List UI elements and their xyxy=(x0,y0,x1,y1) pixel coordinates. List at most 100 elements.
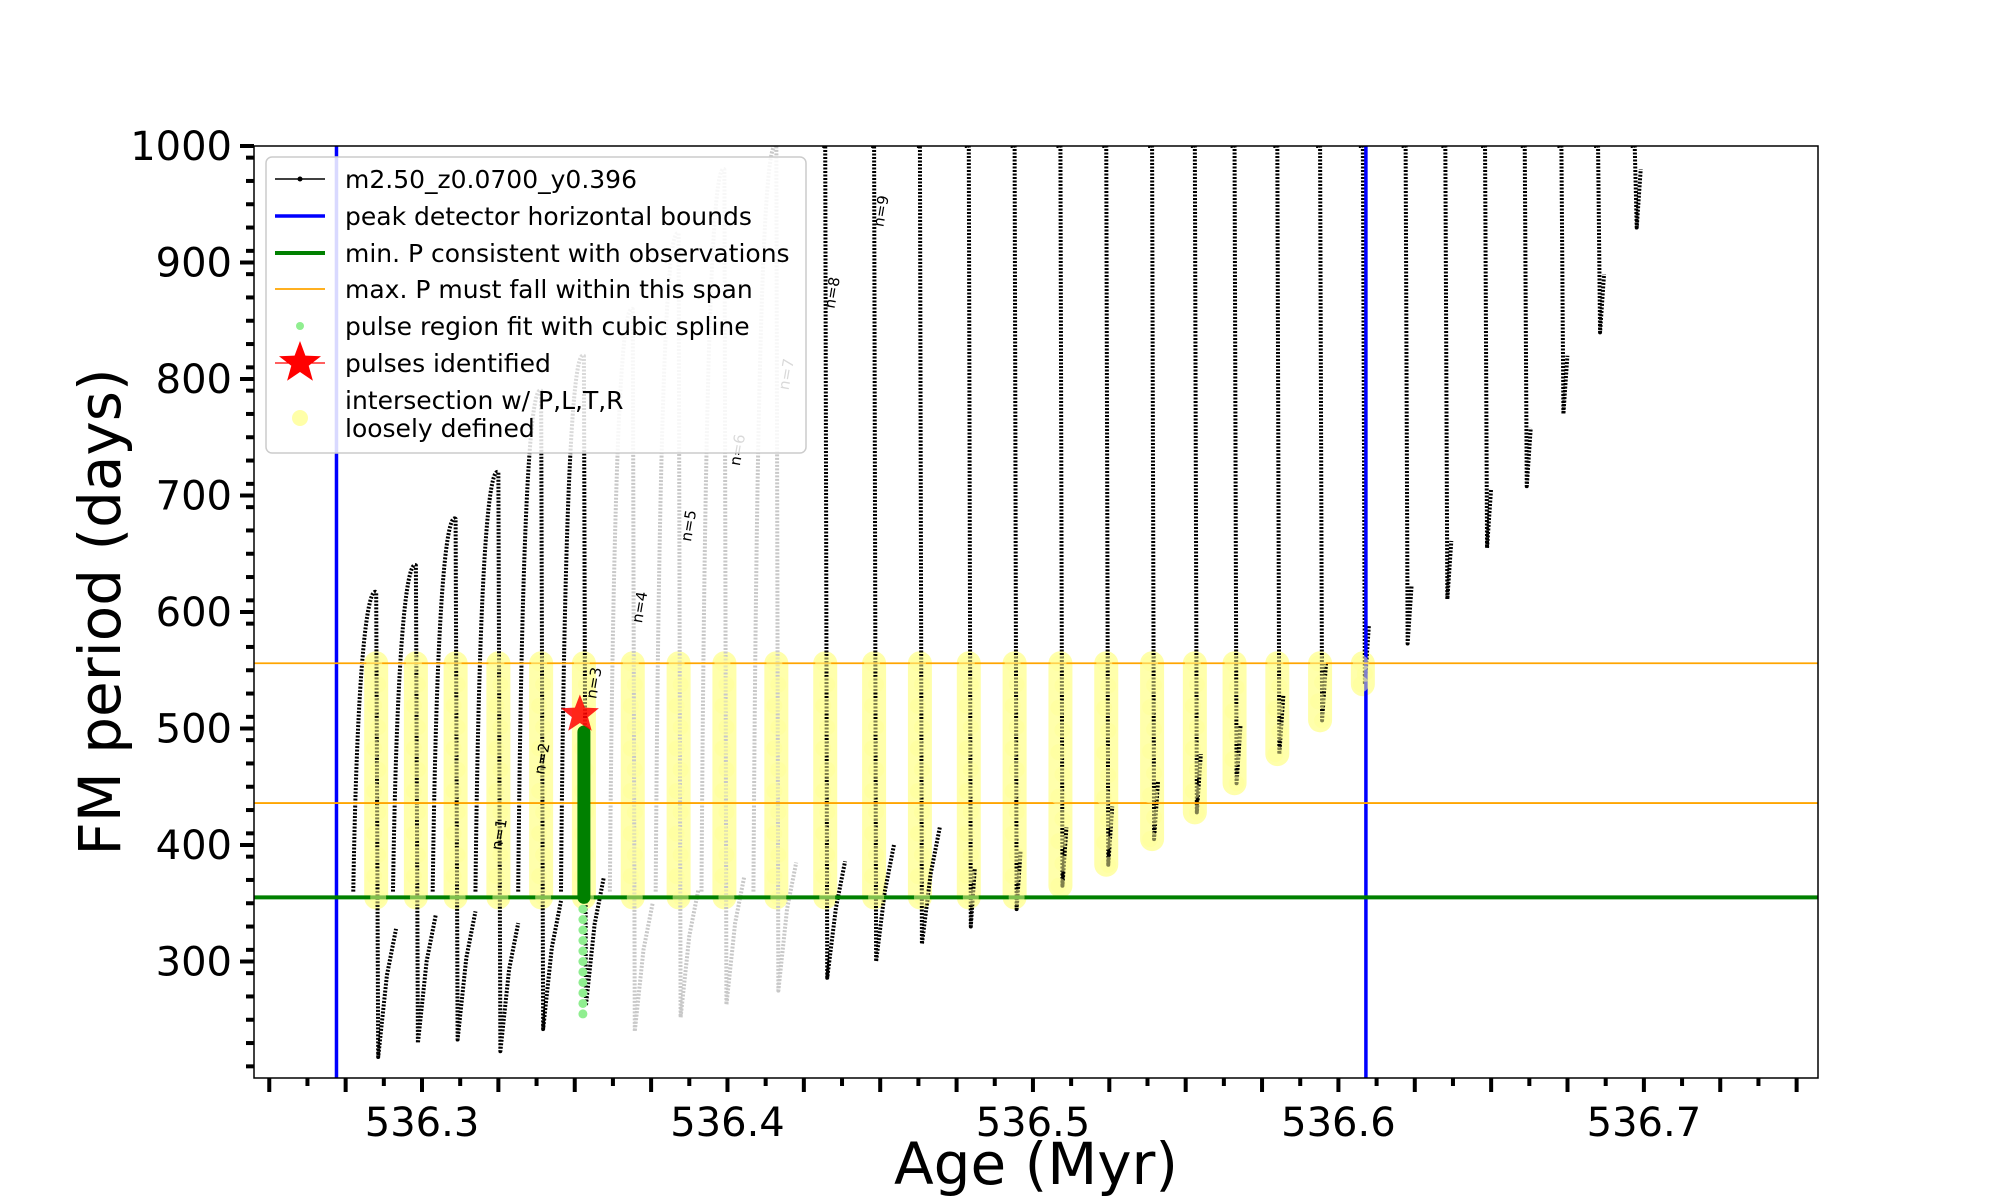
intersection-marker xyxy=(913,676,930,693)
intersection-marker xyxy=(492,719,509,736)
intersection-marker xyxy=(1188,804,1205,821)
intersection-marker xyxy=(909,697,926,714)
intersection-marker xyxy=(531,782,548,799)
intersection-marker xyxy=(1008,846,1025,863)
legend-entry-min-period: min. P consistent with observations xyxy=(275,239,790,268)
intersection-marker xyxy=(1096,744,1113,761)
spline-point xyxy=(578,998,588,1008)
legend-entry-spline: pulse region fit with cubic spline xyxy=(296,312,750,341)
intersection-marker xyxy=(868,846,885,863)
intersection-marker xyxy=(535,719,552,736)
y-axis-label: FM period (days) xyxy=(66,368,134,855)
intersection-marker xyxy=(766,740,783,757)
intersection-marker xyxy=(445,655,462,672)
intersection-marker xyxy=(668,825,685,842)
intersection-marker xyxy=(622,782,639,799)
intersection-marker xyxy=(626,846,643,863)
legend-label-min-period: min. P consistent with observations xyxy=(345,239,790,268)
intersection-marker xyxy=(1004,868,1021,885)
intersection-marker xyxy=(1224,703,1241,720)
intersection-marker xyxy=(531,697,548,714)
intersection-marker xyxy=(409,719,426,736)
intersection-marker xyxy=(815,655,832,672)
intersection-marker xyxy=(913,889,930,906)
intersection-marker xyxy=(1271,723,1288,740)
intersection-marker xyxy=(449,676,466,693)
pulse-curve xyxy=(1557,146,1570,416)
intersection-marker xyxy=(714,697,731,714)
x-axis-label: Age (Myr) xyxy=(894,1130,1178,1198)
intersection-marker xyxy=(626,889,643,906)
intersection-marker xyxy=(370,676,387,693)
pulse-curve xyxy=(1401,146,1414,646)
intersection-marker xyxy=(1142,743,1159,760)
intersection-marker xyxy=(668,740,685,757)
intersection-marker xyxy=(1142,787,1159,804)
intersection-marker xyxy=(714,825,731,842)
intersection-marker xyxy=(815,868,832,885)
intersection-marker xyxy=(1184,697,1201,714)
pulse-number-label: n=2 xyxy=(530,742,553,776)
legend-label-bounds: peak detector horizontal bounds xyxy=(345,202,752,231)
intersection-marker xyxy=(1004,697,1021,714)
intersection-marker xyxy=(1267,746,1284,763)
x-tick-label: 536.6 xyxy=(1281,1100,1396,1146)
intersection-marker xyxy=(1184,783,1201,800)
intersection-marker xyxy=(668,782,685,799)
intersection-marker xyxy=(622,868,639,885)
intersection-marker xyxy=(1008,804,1025,821)
intersection-marker xyxy=(913,719,930,736)
intersection-marker xyxy=(958,697,975,714)
intersection-marker xyxy=(672,719,689,736)
intersection-marker xyxy=(766,868,783,885)
y-tick-label: 600 xyxy=(156,590,232,636)
intersection-marker xyxy=(409,889,426,906)
pulse-number-label: n=1 xyxy=(488,817,511,851)
intersection-marker xyxy=(766,782,783,799)
pulse-number-label: n=9 xyxy=(869,194,892,228)
intersection-marker xyxy=(622,740,639,757)
intersection-marker xyxy=(962,676,979,693)
intersection-marker xyxy=(409,804,426,821)
intersection-marker xyxy=(1142,831,1159,848)
intersection-marker xyxy=(1008,719,1025,736)
intersection-marker xyxy=(622,825,639,842)
intersection-marker xyxy=(909,782,926,799)
intersection-marker xyxy=(1352,676,1369,693)
intersection-marker xyxy=(864,868,881,885)
intersection-marker xyxy=(714,740,731,757)
intersection-marker xyxy=(1146,721,1163,738)
intersection-marker xyxy=(449,846,466,863)
intersection-marker xyxy=(492,889,509,906)
intersection-marker xyxy=(766,697,783,714)
intersection-marker xyxy=(770,676,787,693)
intersection-marker xyxy=(962,761,979,778)
intersection-marker xyxy=(1054,677,1071,694)
intersection-marker xyxy=(1054,766,1071,783)
intersection-marker xyxy=(1224,751,1241,768)
intersection-marker xyxy=(1224,655,1241,672)
intersection-marker xyxy=(1184,655,1201,672)
intersection-marker xyxy=(1004,740,1021,757)
intersection-marker xyxy=(819,676,836,693)
intersection-marker xyxy=(1100,722,1117,739)
intersection-marker xyxy=(718,804,735,821)
intersection-marker xyxy=(445,782,462,799)
intersection-marker xyxy=(1228,775,1245,792)
intersection-marker xyxy=(714,655,731,672)
intersection-marker xyxy=(488,655,505,672)
intersection-marker xyxy=(405,697,422,714)
intersection-marker xyxy=(815,740,832,757)
y-tick-label: 300 xyxy=(156,940,232,986)
intersection-marker xyxy=(445,740,462,757)
intersection-marker xyxy=(714,868,731,885)
intersection-marker xyxy=(531,740,548,757)
intersection-marker xyxy=(626,719,643,736)
pulse-identified-star xyxy=(560,694,599,731)
legend-label-intersection: intersection w/ P,L,T,R xyxy=(345,386,624,415)
intersection-marker xyxy=(815,697,832,714)
intersection-marker xyxy=(1100,856,1117,873)
intersection-marker xyxy=(1008,889,1025,906)
intersection-marker xyxy=(1050,699,1067,716)
pulse-curve xyxy=(1316,146,1329,723)
